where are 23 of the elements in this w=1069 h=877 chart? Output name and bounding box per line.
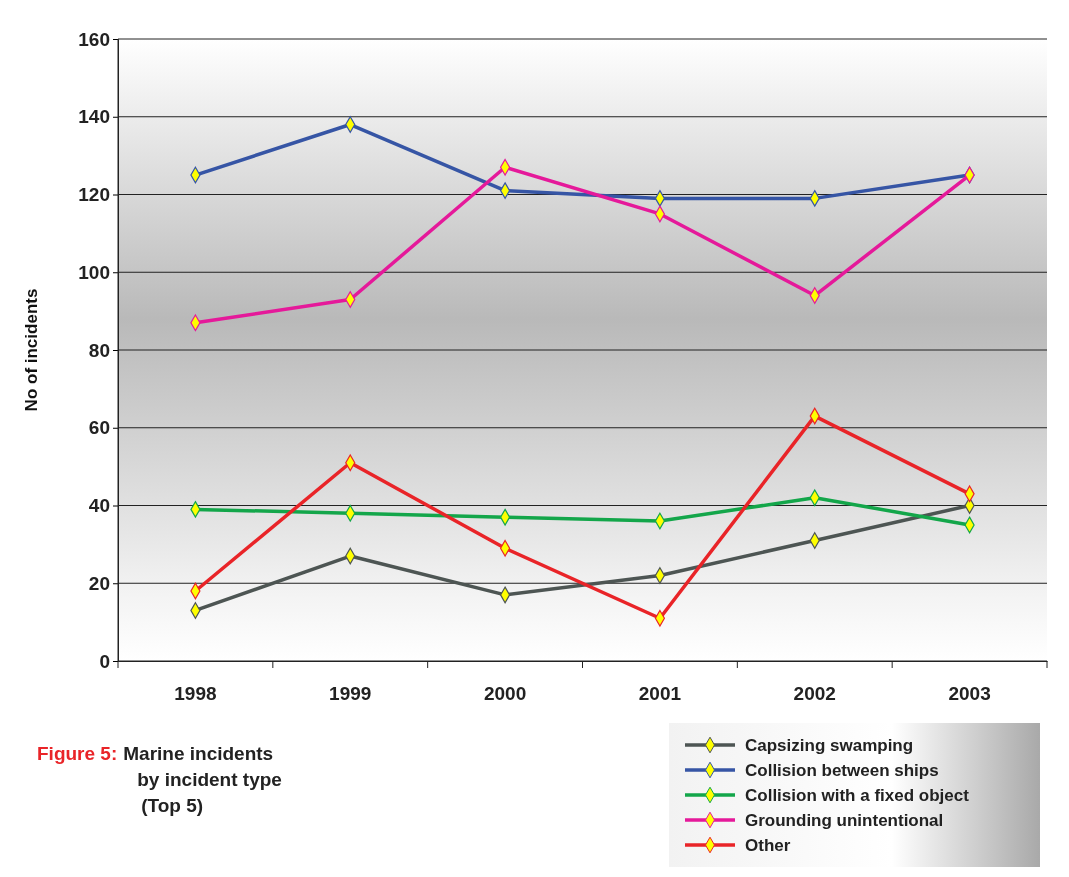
y-tick-label: 120 [78,184,110,206]
legend-label: Grounding unintentional [745,811,944,830]
y-tick-label: 0 [99,650,110,672]
x-tick-label: 1998 [174,683,217,705]
y-tick-label: 80 [88,339,110,361]
y-axis-title: No of incidents [22,288,41,412]
x-tick-label: 2003 [948,683,991,705]
caption: Figure 5: [37,743,118,764]
y-tick-label: 100 [78,261,110,283]
legend-label: Collision with a fixed object [745,786,970,805]
y-tick-label: 20 [88,572,110,594]
x-tick-label: 2002 [793,683,836,705]
legend-label: Collision between ships [745,761,939,780]
x-tick-label: 1999 [329,683,372,705]
y-tick-label: 40 [88,495,110,517]
text: Marine incidents by incident type (Top 5) [123,743,282,816]
x-tick-label: 2000 [483,683,527,705]
x-tick-label: 2001 [638,683,682,705]
y-tick-label: 140 [78,106,110,128]
y-tick-label: 60 [88,417,110,439]
legend-label: Other [745,836,791,855]
legend-label: Capsizing swamping [745,736,914,755]
y-tick-label: 160 [78,28,110,50]
